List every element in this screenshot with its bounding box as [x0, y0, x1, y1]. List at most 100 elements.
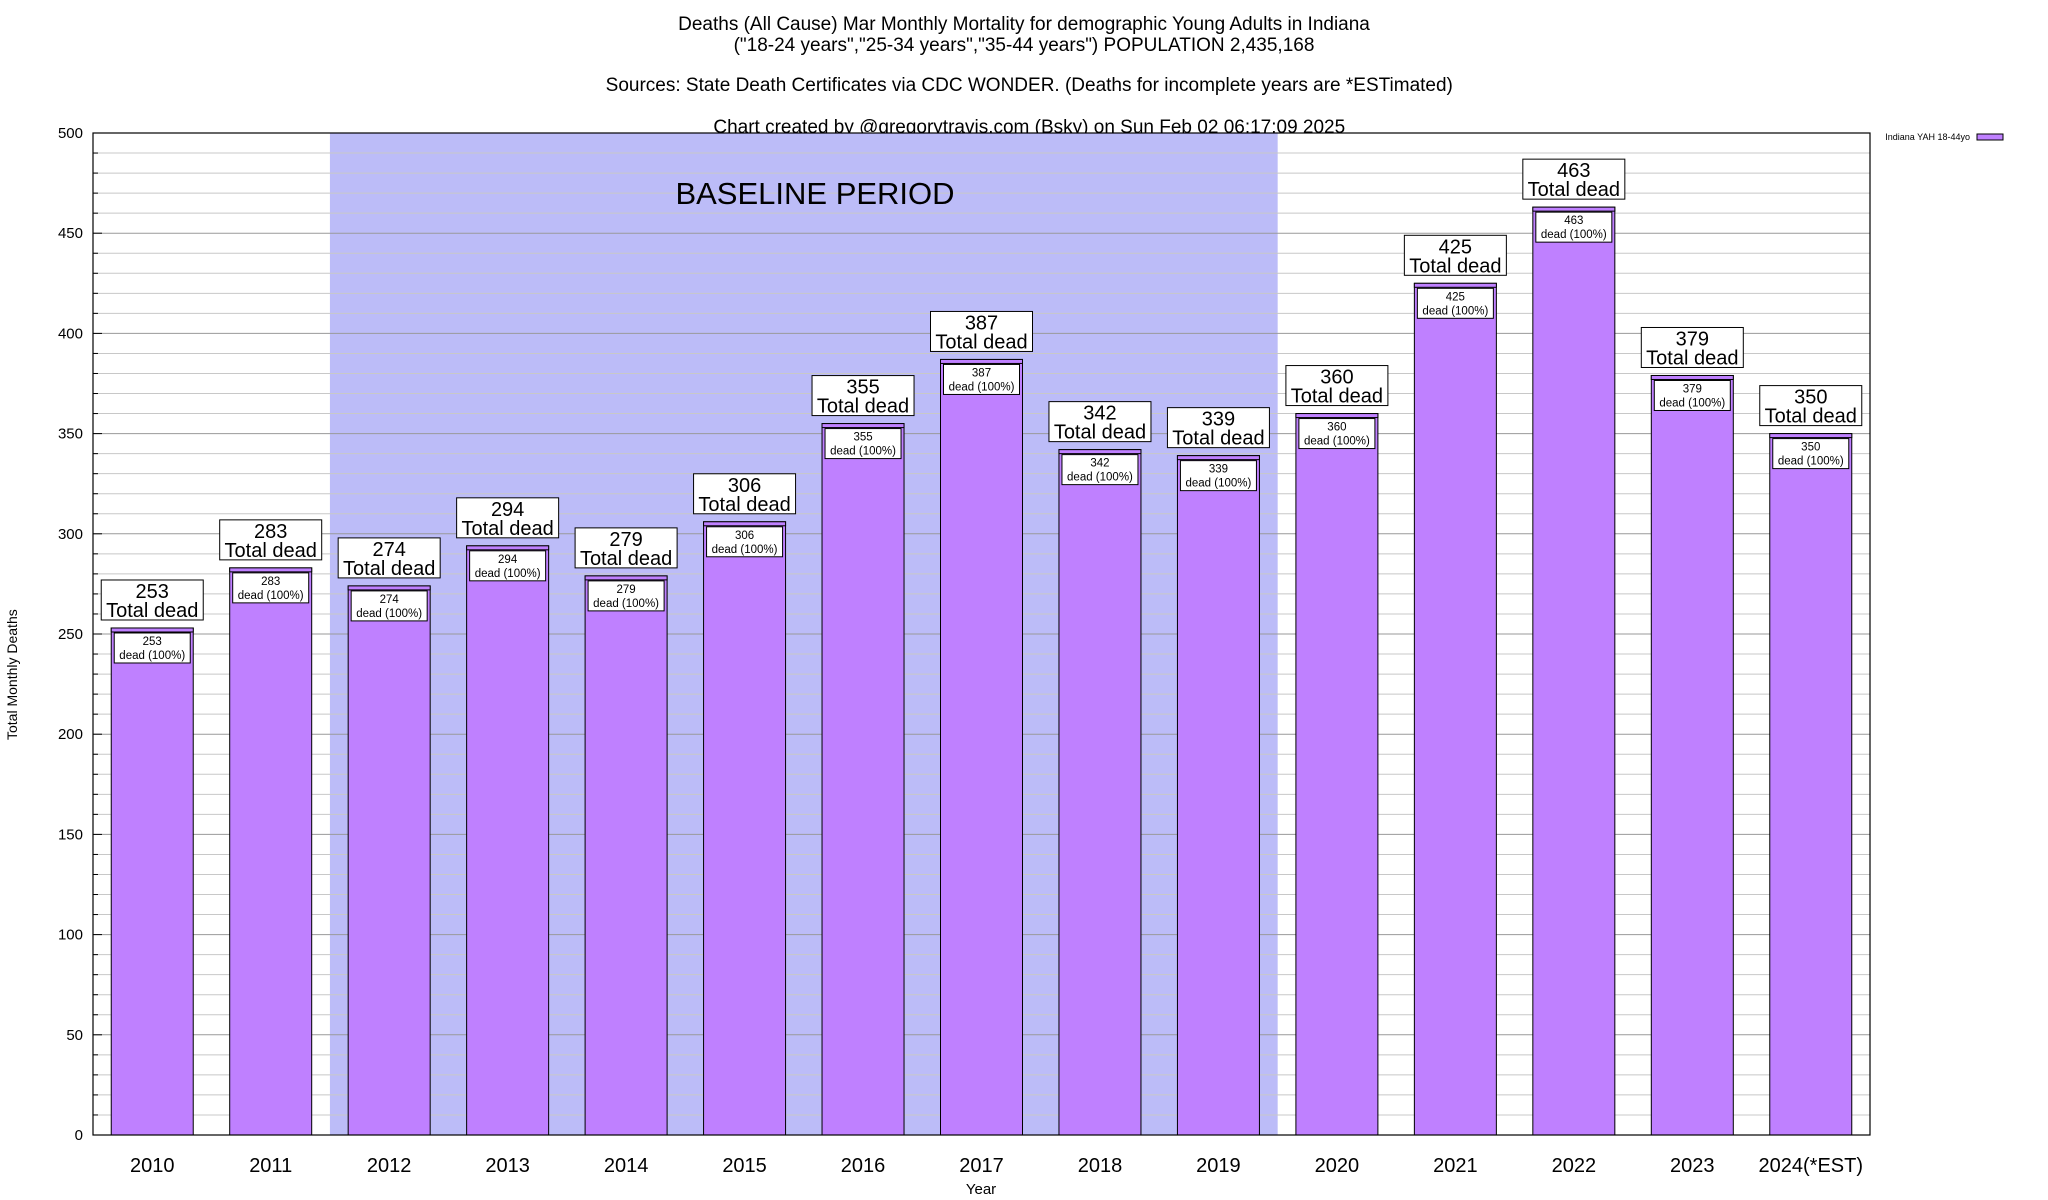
- top-label-text: Total dead: [698, 494, 790, 516]
- inner-label-box: [824, 428, 902, 460]
- top-label-text: Total dead: [1646, 347, 1738, 369]
- inner-label-value: 360: [1327, 422, 1346, 434]
- top-label-value: 355: [846, 377, 879, 399]
- top-label-value: 463: [1557, 160, 1590, 182]
- inner-label-text: dead (100%): [356, 608, 422, 620]
- top-label-value: 253: [136, 581, 169, 603]
- inner-label-value: 355: [853, 432, 872, 444]
- top-label-text: Total dead: [461, 518, 553, 540]
- top-label-box: [574, 527, 678, 569]
- inner-label-value: 387: [972, 367, 991, 379]
- inner-label-value: 306: [735, 530, 754, 542]
- baseline-label: BASELINE PERIOD: [675, 176, 954, 211]
- chart-subtitle: ("18-24 years","25-34 years","35-44 year…: [733, 35, 1315, 56]
- y-tick-label: 300: [58, 526, 83, 543]
- inner-label-box: [587, 580, 665, 612]
- top-label-value: 360: [1320, 367, 1353, 389]
- inner-label-text: dead (100%): [830, 446, 896, 458]
- inner-label-box: [232, 572, 310, 604]
- top-label-value: 425: [1439, 236, 1472, 258]
- inner-label-text: dead (100%): [475, 568, 541, 580]
- inner-label-value: 463: [1564, 215, 1583, 227]
- y-tick-label: 500: [58, 125, 83, 142]
- top-label-text: Total dead: [343, 558, 435, 580]
- x-tick-label: 2017: [959, 1155, 1004, 1177]
- x-axis-label: Year: [965, 1181, 997, 1198]
- inner-label-text: dead (100%): [593, 598, 659, 610]
- inner-label-box: [1653, 379, 1731, 411]
- bar-top-stripe: [703, 521, 787, 527]
- x-tick-label: 2011: [249, 1155, 292, 1177]
- inner-label-text: dead (100%): [1422, 305, 1488, 317]
- bar-top-stripe: [1176, 455, 1260, 461]
- bar-top-stripe: [821, 423, 905, 429]
- y-tick-label: 50: [66, 1027, 83, 1044]
- inner-label-box: [1535, 211, 1613, 243]
- x-tick-label: 2016: [841, 1155, 886, 1177]
- y-tick-label: 200: [58, 726, 83, 743]
- x-tick-label: 2013: [485, 1155, 530, 1177]
- top-label-text: Total dead: [225, 540, 317, 562]
- top-label-text: Total dead: [935, 331, 1027, 353]
- top-label-box: [811, 375, 915, 417]
- y-tick-label: 0: [75, 1127, 83, 1144]
- top-label-text: Total dead: [1172, 428, 1264, 450]
- top-label-value: 339: [1202, 409, 1235, 431]
- top-label-value: 274: [372, 539, 405, 561]
- x-tick-label: 2018: [1078, 1155, 1123, 1177]
- inner-label-text: dead (100%): [119, 650, 185, 662]
- inner-label-box: [943, 363, 1020, 395]
- top-label-value: 279: [609, 529, 642, 551]
- inner-label-box: [706, 526, 784, 558]
- top-label-value: 350: [1794, 387, 1827, 409]
- x-tick-label: 2014: [604, 1155, 649, 1177]
- top-label-box: [1048, 401, 1152, 443]
- bar-2015: [703, 521, 787, 1136]
- inner-label-box: [1179, 460, 1257, 492]
- bar-top-stripe: [1650, 374, 1734, 380]
- bar-top-stripe: [1532, 206, 1616, 212]
- top-label-text: Total dead: [1409, 255, 1501, 277]
- top-label-box: [1640, 326, 1744, 368]
- top-label-value: 294: [491, 499, 524, 521]
- top-label-box: [100, 579, 204, 621]
- bar-2013: [466, 545, 550, 1136]
- bar-2020: [1295, 413, 1379, 1136]
- y-tick-label: 150: [58, 826, 83, 843]
- top-label-text: Total dead: [1054, 422, 1146, 444]
- inner-label-value: 339: [1209, 464, 1228, 476]
- inner-label-value: 350: [1801, 442, 1820, 454]
- top-label-text: Total dead: [580, 548, 672, 570]
- x-tick-label: 2024(*EST): [1759, 1155, 1864, 1177]
- inner-label-value: 279: [617, 584, 636, 596]
- bar-top-stripe: [1413, 282, 1497, 288]
- bar-top-stripe: [1769, 433, 1853, 439]
- y-tick-label: 400: [58, 325, 83, 342]
- inner-label-value: 274: [380, 594, 400, 606]
- bar-2018: [1058, 449, 1142, 1136]
- top-label-box: [1285, 365, 1389, 407]
- legend-swatch: [1976, 133, 2004, 141]
- chart-title: Deaths (All Cause) Mar Monthly Mortality…: [678, 14, 1370, 35]
- inner-label-value: 294: [498, 554, 518, 566]
- inner-label-value: 342: [1090, 458, 1109, 470]
- top-label-box: [1759, 385, 1863, 427]
- y-tick-label: 100: [58, 927, 83, 944]
- bar-top-stripe: [347, 585, 431, 591]
- inner-label-box: [1061, 454, 1139, 486]
- top-label-box: [693, 473, 797, 515]
- bar-top-stripe: [466, 545, 550, 551]
- x-tick-label: 2023: [1670, 1155, 1715, 1177]
- top-label-value: 342: [1083, 403, 1116, 425]
- inner-label-text: dead (100%): [1778, 456, 1844, 468]
- bar-2021: [1413, 282, 1497, 1136]
- bar-2022: [1532, 206, 1616, 1136]
- bar-2011: [229, 567, 313, 1136]
- top-label-box: [337, 537, 441, 579]
- inner-label-text: dead (100%): [1659, 397, 1725, 409]
- top-label-box: [930, 310, 1033, 352]
- x-tick-label: 2021: [1433, 1155, 1478, 1177]
- inner-label-box: [1298, 418, 1376, 450]
- top-label-value: 283: [254, 521, 287, 543]
- y-tick-label: 250: [58, 626, 83, 643]
